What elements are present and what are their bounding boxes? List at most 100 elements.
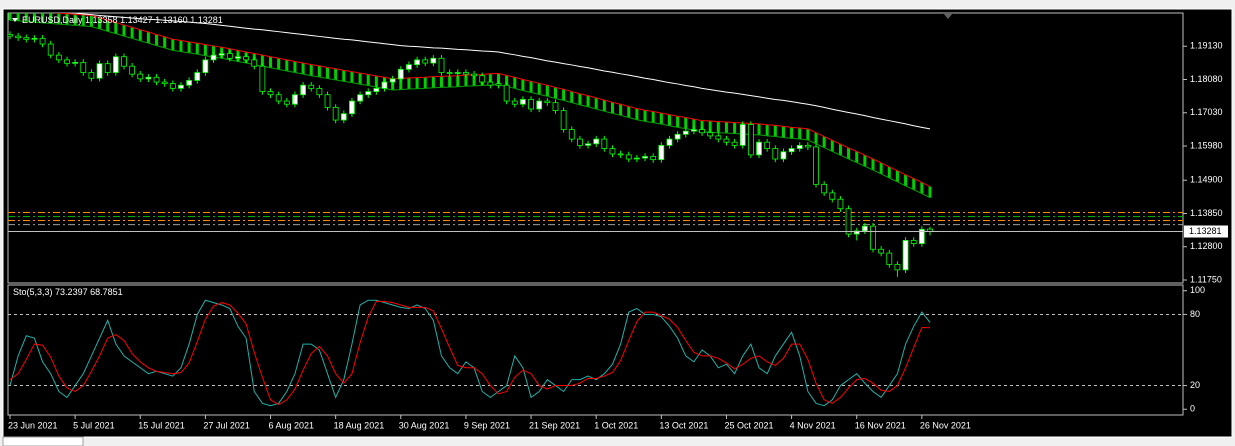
y-tick-label: 1.17030: [1190, 107, 1223, 117]
candle-body: [300, 84, 306, 96]
candle-body: [226, 53, 233, 59]
sto-header: Sto(5,3,3) 73.2397 68.7851: [13, 287, 123, 297]
candle-body: [585, 143, 591, 146]
candle-body: [487, 81, 494, 86]
y-tick-label: 0: [1190, 404, 1195, 414]
x-tick-label: 26 Nov 2021: [920, 420, 971, 430]
sto-pane-border: [7, 284, 1184, 416]
moving-average: [9, 19, 931, 199]
candle-body: [446, 72, 453, 74]
y-tick-label: 1.13850: [1190, 208, 1223, 218]
candle-body: [747, 124, 754, 156]
candle-body: [511, 100, 518, 105]
x-tick-label: 21 Sep 2021: [529, 420, 580, 430]
candle-body: [918, 228, 925, 244]
y-tick-label: 1.14900: [1190, 175, 1223, 185]
x-tick-label: 4 Nov 2021: [790, 420, 836, 430]
candle-body: [8, 34, 13, 37]
candle-body: [129, 65, 136, 75]
candle-body: [23, 37, 30, 40]
candle-body: [373, 87, 380, 92]
candle-body: [707, 132, 714, 137]
candle-body: [699, 129, 705, 134]
x-tick-label: 5 Jul 2021: [73, 420, 115, 430]
oscillator-line: [9, 299, 931, 407]
candle-body: [39, 37, 46, 45]
candle-body: [739, 124, 746, 146]
candle-body: [886, 252, 893, 265]
main-pane: [8, 13, 1183, 277]
y-tick-label: 20: [1190, 380, 1200, 390]
candle-body: [153, 76, 160, 83]
candle-body: [560, 110, 567, 130]
candle-body: [430, 57, 437, 64]
sto-pane: [8, 299, 1183, 407]
candle-body: [471, 73, 477, 77]
candle-body: [406, 64, 412, 70]
candle-body: [568, 129, 575, 140]
candle-body: [47, 43, 54, 56]
candle-body: [634, 157, 640, 160]
candle-body: [756, 141, 762, 156]
candle-body: [463, 72, 469, 75]
candle-body: [503, 84, 510, 102]
candle-body: [796, 144, 803, 149]
x-tick-label: 13 Oct 2021: [659, 420, 708, 430]
candle-body: [112, 56, 119, 73]
x-tick-label: 15 Jul 2021: [138, 420, 185, 430]
candle-body: [764, 141, 771, 149]
chart-tab[interactable]: [2, 436, 84, 446]
candle-body: [666, 138, 673, 146]
x-tick-label: 23 Jun 2021: [8, 420, 58, 430]
candle-body: [870, 225, 876, 250]
shift-marker[interactable]: [943, 13, 953, 19]
candle-body: [235, 56, 241, 59]
y-tick-label: 80: [1190, 309, 1200, 319]
candle-body: [845, 208, 852, 235]
candle-body: [194, 72, 201, 81]
moving-average: [70, 13, 931, 130]
candle-body: [910, 240, 917, 244]
candle-body: [332, 106, 339, 121]
candle-body: [15, 35, 22, 39]
candle-body: [593, 138, 600, 145]
x-tick-label: 25 Oct 2021: [724, 420, 773, 430]
candle-body: [650, 156, 657, 161]
candle-body: [340, 113, 347, 121]
y-tick-label: 1.12800: [1190, 241, 1223, 251]
candle-body: [104, 63, 111, 73]
candle-body: [780, 151, 787, 160]
oscillator-line: [9, 300, 931, 406]
candle-body: [829, 192, 836, 200]
x-tick-label: 27 Jul 2021: [203, 420, 250, 430]
candle-body: [397, 68, 404, 80]
candle-body: [690, 129, 697, 132]
candle-body: [813, 146, 819, 185]
price-tag: [1184, 225, 1228, 238]
main-pane-border: [7, 12, 1184, 284]
candle-body: [552, 102, 559, 111]
candle-body: [715, 135, 722, 140]
candle-body: [80, 62, 87, 73]
candle-body: [454, 72, 461, 74]
candle-body: [169, 83, 176, 89]
candle-body: [202, 59, 209, 73]
candle-body: [609, 148, 616, 155]
x-tick-label: 6 Aug 2021: [269, 420, 315, 430]
candle-body: [723, 138, 730, 143]
price-tag-label: 1.13281: [1189, 226, 1222, 236]
candle-body: [479, 75, 486, 83]
candle-body: [292, 94, 298, 105]
candle-body: [804, 144, 811, 148]
candle-body: [577, 138, 583, 146]
candle-body: [495, 83, 502, 86]
candle-body: [536, 100, 543, 110]
x-tick-label: 1 Oct 2021: [594, 420, 638, 430]
candle-body: [243, 56, 250, 61]
candle-body: [64, 59, 70, 64]
menu-arrow[interactable]: [12, 18, 18, 22]
candle-body: [186, 80, 193, 86]
y-tick-label: 100: [1190, 285, 1205, 295]
candle-body: [601, 138, 608, 149]
